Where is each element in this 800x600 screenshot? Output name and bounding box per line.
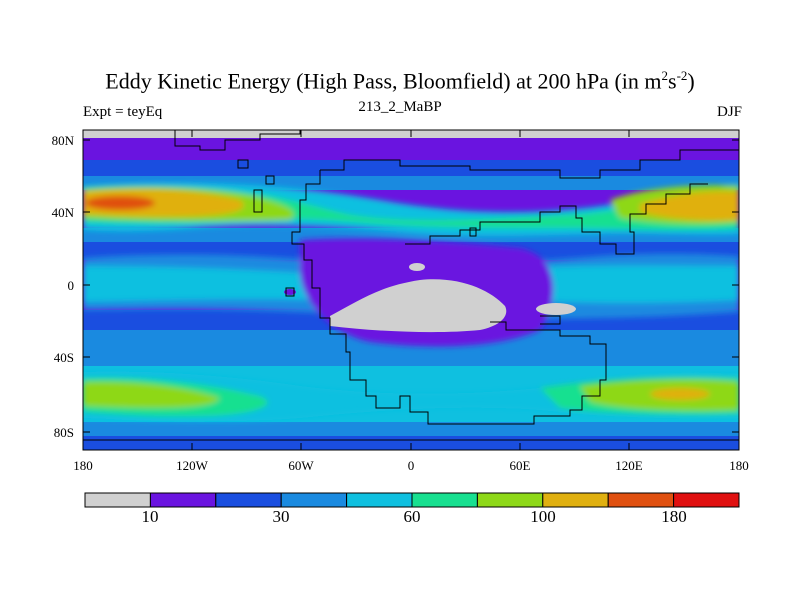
colorbar-swatch <box>84 492 151 508</box>
x-tick-label: 120E <box>615 458 643 473</box>
colorbar-swatch <box>607 492 675 508</box>
colorbar-swatch <box>215 492 282 508</box>
x-tick-label: 180 <box>729 458 749 473</box>
colorbar-label: 60 <box>403 507 421 526</box>
y-tick-label: 40N <box>51 205 74 220</box>
y-tick-label: 80S <box>53 425 74 440</box>
map-title: Eddy Kinetic Energy (High Pass, Bloomfie… <box>105 68 695 94</box>
x-tick-label: 180 <box>73 458 93 473</box>
x-tick-label: 60E <box>509 458 531 473</box>
colorbar-label: 180 <box>661 507 687 526</box>
y-tick-label: 0 <box>67 278 75 293</box>
colorbar-swatch <box>149 492 217 508</box>
x-tick-label: 0 <box>407 458 415 473</box>
colorbar-swatch <box>411 492 478 508</box>
colorbar-swatch <box>346 492 413 508</box>
colorbar-swatch <box>673 492 740 508</box>
y-tick-label: 40S <box>53 350 74 365</box>
x-tick-label: 60W <box>288 458 314 473</box>
contour-field <box>83 130 739 450</box>
colorbar-label: 30 <box>272 507 290 526</box>
season-label: DJF <box>716 104 742 120</box>
colorbar-swatch <box>280 492 348 508</box>
colorbar-label: 10 <box>141 507 159 526</box>
colorbar-label: 100 <box>530 507 556 526</box>
colorbar-swatch <box>542 492 609 508</box>
experiment-label: Expt = teyEq <box>83 104 163 120</box>
coastline-outline <box>83 130 739 441</box>
colorbar-swatch <box>476 492 544 508</box>
axis-ticks <box>83 130 739 450</box>
colorbar <box>84 492 740 508</box>
y-tick-label: 80N <box>51 133 74 148</box>
map-subtitle: 213_2_MaBP <box>358 99 442 115</box>
x-tick-label: 120W <box>176 458 208 473</box>
